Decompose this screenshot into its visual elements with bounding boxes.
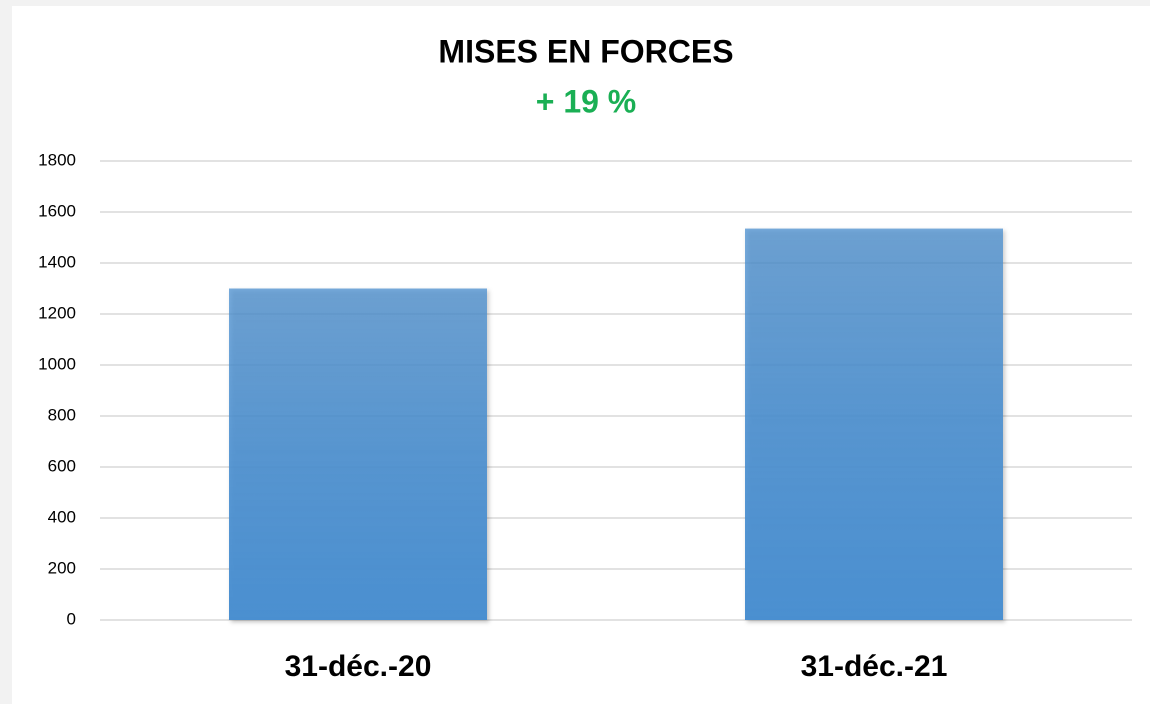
y-tick-label: 1400 (38, 252, 76, 271)
y-tick-label: 400 (48, 507, 76, 526)
chart-title: MISES EN FORCES (438, 33, 733, 69)
y-tick-label: 1800 (38, 150, 76, 169)
y-tick-label: 1000 (38, 354, 76, 373)
bar (745, 228, 1003, 620)
bar (229, 288, 487, 620)
x-tick-label: 31-déc.-21 (801, 650, 948, 683)
y-tick-label: 600 (48, 456, 76, 475)
y-tick-label: 1600 (38, 201, 76, 220)
y-tick-label: 200 (48, 558, 76, 577)
x-tick-label: 31-déc.-20 (285, 650, 432, 683)
y-tick-label: 800 (48, 405, 76, 424)
y-tick-label: 1200 (38, 303, 76, 322)
chart-subtitle: + 19 % (536, 83, 637, 119)
y-tick-label: 0 (67, 609, 76, 628)
